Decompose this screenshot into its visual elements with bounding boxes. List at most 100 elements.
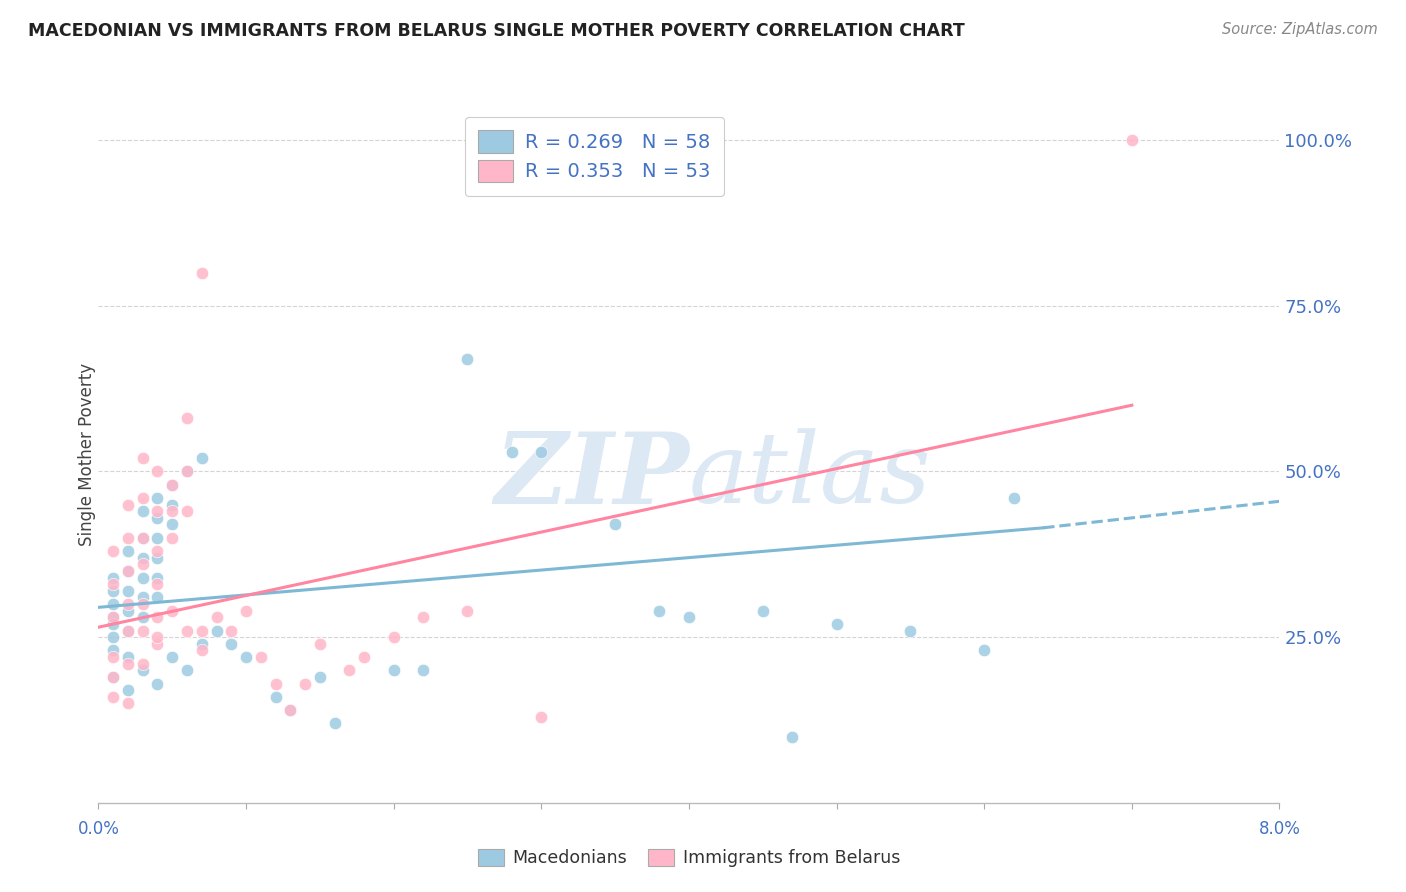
- Point: [219, 624, 242, 638]
- Point: [191, 451, 214, 466]
- Point: [132, 531, 155, 545]
- Point: [146, 544, 169, 558]
- Point: [132, 570, 155, 584]
- Point: [117, 531, 139, 545]
- Point: [751, 604, 773, 618]
- Point: [103, 577, 124, 591]
- Point: [162, 477, 183, 491]
- Point: [103, 690, 124, 704]
- Point: [176, 465, 198, 479]
- Point: [117, 657, 139, 671]
- Point: [205, 624, 228, 638]
- Point: [162, 504, 183, 518]
- Point: [782, 730, 804, 744]
- Point: [132, 610, 155, 624]
- Point: [117, 624, 139, 638]
- Point: [1002, 491, 1025, 505]
- Point: [117, 683, 139, 698]
- Point: [162, 477, 183, 491]
- Point: [103, 643, 124, 657]
- Point: [162, 604, 183, 618]
- Point: [132, 591, 155, 605]
- Point: [146, 577, 169, 591]
- Point: [103, 544, 124, 558]
- Point: [235, 650, 257, 665]
- Point: [103, 570, 124, 584]
- Point: [132, 491, 155, 505]
- Point: [103, 670, 124, 684]
- Point: [103, 630, 124, 644]
- Point: [191, 643, 214, 657]
- Point: [132, 558, 155, 572]
- Point: [162, 531, 183, 545]
- Point: [308, 670, 332, 684]
- Point: [117, 544, 139, 558]
- Point: [117, 564, 139, 578]
- Point: [530, 709, 553, 723]
- Point: [103, 610, 124, 624]
- Point: [382, 663, 405, 677]
- Point: [162, 517, 183, 532]
- Point: [117, 697, 139, 711]
- Point: [191, 266, 214, 280]
- Text: ZIP: ZIP: [494, 427, 689, 524]
- Point: [117, 564, 139, 578]
- Point: [117, 583, 139, 598]
- Point: [176, 504, 198, 518]
- Point: [103, 610, 124, 624]
- Point: [456, 351, 478, 366]
- Point: [103, 650, 124, 665]
- Point: [146, 550, 169, 565]
- Point: [117, 624, 139, 638]
- Point: [132, 451, 155, 466]
- Point: [146, 591, 169, 605]
- Point: [235, 604, 257, 618]
- Legend: R = 0.269   N = 58, R = 0.353   N = 53: R = 0.269 N = 58, R = 0.353 N = 53: [465, 117, 724, 195]
- Point: [146, 491, 169, 505]
- Point: [898, 624, 921, 638]
- Point: [1121, 133, 1143, 147]
- Point: [103, 670, 124, 684]
- Point: [146, 504, 169, 518]
- Point: [219, 637, 242, 651]
- Point: [678, 610, 700, 624]
- Point: [530, 444, 553, 458]
- Point: [308, 637, 332, 651]
- Text: 0.0%: 0.0%: [77, 820, 120, 838]
- Point: [176, 465, 198, 479]
- Point: [103, 597, 124, 611]
- Text: atlas: atlas: [689, 428, 932, 524]
- Point: [146, 570, 169, 584]
- Point: [191, 624, 214, 638]
- Point: [103, 616, 124, 631]
- Point: [191, 637, 214, 651]
- Point: [337, 663, 360, 677]
- Y-axis label: Single Mother Poverty: Single Mother Poverty: [79, 363, 96, 547]
- Point: [162, 498, 183, 512]
- Point: [250, 650, 273, 665]
- Point: [132, 531, 155, 545]
- Point: [278, 703, 301, 717]
- Point: [117, 650, 139, 665]
- Point: [146, 511, 169, 525]
- Point: [176, 411, 198, 425]
- Point: [382, 630, 405, 644]
- Point: [648, 604, 671, 618]
- Point: [205, 610, 228, 624]
- Text: 8.0%: 8.0%: [1258, 820, 1301, 838]
- Point: [132, 597, 155, 611]
- Point: [132, 624, 155, 638]
- Point: [162, 650, 183, 665]
- Point: [146, 630, 169, 644]
- Point: [323, 716, 346, 731]
- Point: [146, 610, 169, 624]
- Point: [264, 676, 287, 690]
- Point: [146, 637, 169, 651]
- Point: [605, 517, 627, 532]
- Point: [117, 597, 139, 611]
- Point: [456, 604, 478, 618]
- Point: [117, 498, 139, 512]
- Legend: Macedonians, Immigrants from Belarus: Macedonians, Immigrants from Belarus: [471, 842, 907, 874]
- Point: [412, 663, 434, 677]
- Point: [353, 650, 375, 665]
